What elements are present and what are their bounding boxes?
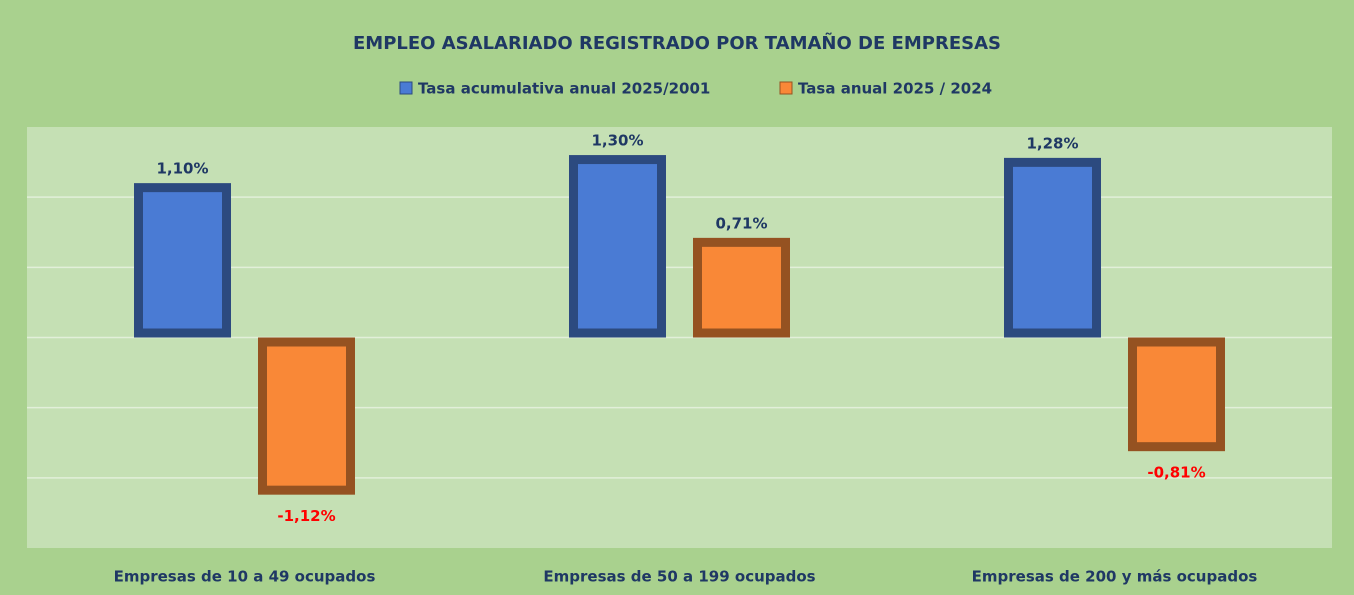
x-tick-label: Empresas de 10 a 49 ocupados bbox=[114, 568, 376, 586]
data-label: -0,81% bbox=[1147, 464, 1205, 482]
legend-swatch bbox=[779, 81, 793, 95]
bar-face bbox=[267, 346, 346, 486]
bar-face bbox=[702, 246, 781, 329]
chart-title: EMPLEO ASALARIADO REGISTRADO POR TAMAÑO … bbox=[353, 31, 1001, 54]
bar-face bbox=[1137, 346, 1216, 443]
data-label: 0,71% bbox=[715, 214, 767, 232]
data-label: 1,30% bbox=[591, 132, 643, 150]
x-tick-label: Empresas de 200 y más ocupados bbox=[972, 568, 1258, 586]
legend-swatch bbox=[399, 81, 413, 95]
data-label: 1,10% bbox=[156, 160, 208, 178]
bar-face bbox=[143, 192, 222, 329]
x-tick-label: Empresas de 50 a 199 ocupados bbox=[543, 568, 815, 586]
data-label: -1,12% bbox=[277, 507, 335, 525]
bar-face bbox=[1013, 166, 1092, 329]
legend-label: Tasa anual 2025 / 2024 bbox=[798, 80, 992, 98]
legend-label: Tasa acumulativa anual 2025/2001 bbox=[418, 80, 710, 98]
data-label: 1,28% bbox=[1026, 134, 1078, 152]
bar-face bbox=[578, 164, 657, 329]
